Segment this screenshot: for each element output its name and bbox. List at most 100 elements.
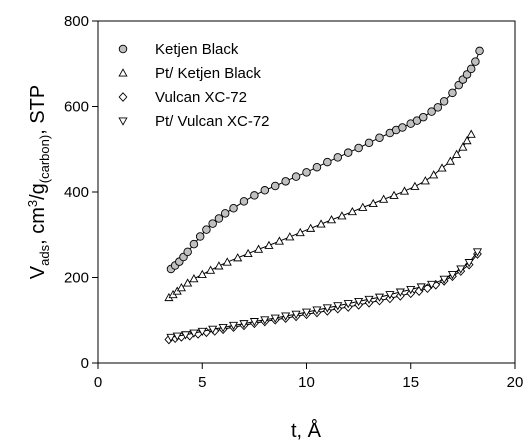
data-point	[447, 271, 458, 280]
data-point	[312, 162, 322, 172]
data-point	[253, 244, 264, 253]
data-point	[183, 278, 193, 287]
legend-label: Pt/ Vulcan XC-72	[155, 113, 270, 130]
data-point	[454, 80, 463, 90]
data-point	[183, 247, 192, 257]
data-point	[452, 149, 462, 158]
data-point	[220, 209, 230, 218]
y-title-mid2: /g	[27, 183, 49, 200]
data-point	[302, 168, 311, 177]
data-point	[239, 197, 249, 206]
legend-marker	[118, 68, 128, 77]
y-title-end: , STP	[27, 85, 49, 135]
x-tick-label: 5	[198, 374, 206, 391]
data-point	[295, 227, 305, 237]
series-line	[170, 251, 478, 338]
series-4	[166, 248, 483, 343]
data-point	[375, 133, 384, 142]
data-point	[410, 181, 420, 190]
series-2	[164, 129, 476, 302]
data-point	[354, 143, 363, 153]
y-title-sub2: (carbon)	[37, 135, 52, 183]
series-1	[166, 46, 484, 274]
data-point	[218, 324, 228, 333]
y-title-mid: , cm	[27, 207, 49, 245]
data-point	[214, 214, 224, 223]
data-point	[181, 331, 191, 340]
data-point	[379, 194, 389, 203]
data-point	[364, 295, 374, 305]
data-point	[222, 257, 232, 266]
data-point	[445, 156, 455, 165]
legend-marker	[118, 44, 128, 54]
y-title-sub1: ads	[37, 244, 52, 265]
data-point	[322, 304, 332, 313]
data-point	[458, 142, 468, 151]
data-point	[195, 232, 205, 241]
x-axis-title: t, Å	[291, 419, 322, 442]
data-point	[323, 157, 332, 167]
data-point	[419, 112, 428, 122]
legend-marker	[118, 117, 128, 126]
data-point	[270, 181, 280, 191]
legend: Ketjen Black Pt/ Ketjen Black Vulcan XC-72…	[118, 41, 270, 130]
data-point	[427, 280, 437, 290]
data-point	[466, 64, 476, 74]
legend-label: Pt/ Ketjen Black	[155, 65, 261, 82]
data-point	[464, 259, 474, 268]
data-point	[208, 325, 218, 334]
data-point	[364, 138, 374, 148]
data-point	[347, 206, 357, 216]
x-tick-label: 10	[298, 374, 315, 391]
data-point	[326, 215, 337, 224]
data-point	[260, 186, 270, 195]
x-axis: 0 5 10 15 20	[94, 363, 523, 391]
data-point	[439, 97, 449, 106]
data-point	[462, 70, 472, 79]
data-point	[291, 310, 301, 319]
data-point	[462, 135, 472, 145]
data-point	[249, 318, 259, 327]
data-point	[399, 186, 410, 195]
data-point	[274, 236, 284, 245]
legend-label: Vulcan XC-72	[155, 89, 247, 106]
data-point	[264, 240, 274, 249]
x-tick-label: 0	[94, 374, 102, 391]
data-point	[398, 123, 407, 132]
data-point	[385, 291, 395, 300]
data-point	[189, 329, 199, 338]
y-title-base: V	[27, 265, 49, 279]
data-point	[354, 297, 364, 307]
y-tick-label: 800	[64, 13, 89, 30]
data-point	[333, 153, 343, 162]
data-point	[456, 265, 466, 274]
data-point	[368, 198, 378, 208]
data-point	[358, 202, 368, 211]
data-point	[172, 332, 182, 341]
x-tick-label: 15	[402, 374, 419, 391]
data-point	[466, 129, 476, 138]
data-point	[260, 316, 270, 325]
data-point	[197, 269, 207, 278]
data-point	[406, 285, 416, 295]
data-point	[206, 265, 216, 274]
data-point	[312, 306, 322, 315]
data-point	[243, 248, 253, 258]
data-point	[472, 248, 483, 257]
legend-label: Ketjen Black	[155, 41, 239, 58]
data-point	[202, 225, 211, 234]
data-point	[439, 275, 449, 284]
y-title-sup: 3	[25, 200, 40, 207]
data-point	[301, 308, 312, 317]
y-tick-label: 400	[64, 184, 89, 201]
data-point	[208, 219, 217, 228]
y-tick-label: 0	[81, 355, 89, 372]
data-point	[197, 327, 207, 337]
data-point	[374, 293, 385, 302]
data-point	[437, 163, 447, 172]
data-point	[395, 288, 405, 297]
data-point	[189, 239, 199, 249]
data-point	[420, 176, 430, 185]
data-point	[427, 107, 436, 116]
